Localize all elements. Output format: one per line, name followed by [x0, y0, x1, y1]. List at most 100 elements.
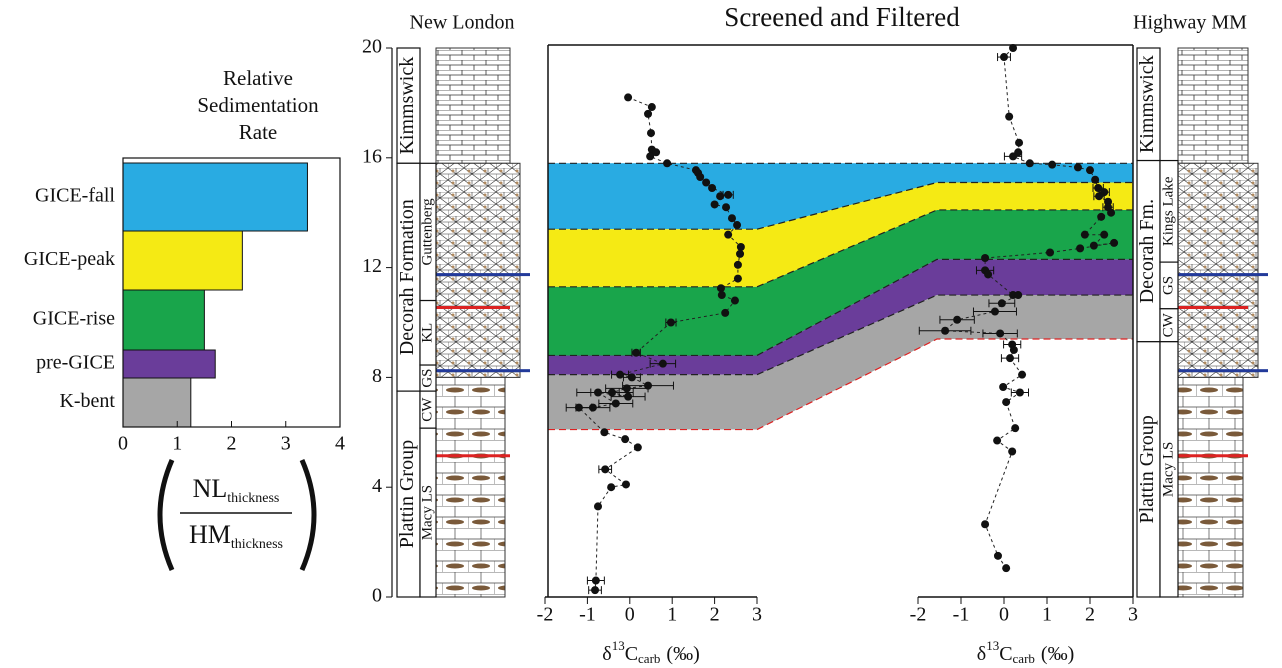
- x-tick-label: -2: [537, 604, 554, 626]
- category-label: GICE-rise: [33, 308, 115, 330]
- data-point: [721, 308, 730, 317]
- x-axis-label-part: 13: [986, 638, 999, 653]
- x-axis-label: HMthickness: [189, 520, 283, 552]
- data-point: [996, 329, 1005, 338]
- unit-label: KL: [419, 323, 435, 343]
- data-point: [1011, 424, 1020, 433]
- unit-box: [1159, 341, 1179, 598]
- data-point: [1097, 212, 1106, 221]
- data-point: [621, 435, 630, 444]
- data-point: [1076, 244, 1085, 253]
- x-tick-label: 0: [999, 604, 1009, 626]
- lithology: [1177, 162, 1259, 378]
- data-point: [984, 270, 993, 279]
- data-point: [710, 200, 719, 209]
- unit-label: Macy LS: [1160, 442, 1176, 497]
- label-part: NL: [193, 474, 228, 503]
- data-point: [941, 326, 950, 335]
- data-point: [981, 253, 990, 262]
- label-part: thickness: [227, 491, 279, 506]
- lithology-band: [1178, 306, 1248, 310]
- data-point: [1080, 230, 1089, 239]
- data-point: [997, 299, 1006, 308]
- x-tick-label: 0: [625, 604, 635, 626]
- lithology-band: [1178, 454, 1248, 458]
- x-axis-label: δ13Ccarb (‰): [977, 638, 1074, 666]
- y-tick-label: 12: [362, 255, 382, 277]
- zone-boundary: [548, 294, 1133, 376]
- lithology: [435, 162, 521, 378]
- data-point: [1018, 370, 1027, 379]
- data-point: [733, 274, 742, 283]
- data-point: [1107, 208, 1116, 217]
- lithology-band: [436, 369, 530, 373]
- x-axis-label-part: carb: [1013, 651, 1035, 666]
- data-point: [1002, 564, 1011, 573]
- y-tick-label: 16: [362, 145, 382, 167]
- data-point: [644, 109, 653, 118]
- data-point: [591, 586, 600, 595]
- data-point: [633, 443, 642, 452]
- data-point: [724, 190, 733, 199]
- category-label: K-bent: [59, 390, 115, 412]
- lithology: [1177, 47, 1249, 164]
- column-title: New London: [410, 12, 515, 34]
- data-point: [1009, 44, 1018, 52]
- x-axis-label-part: C: [625, 643, 638, 665]
- data-point: [990, 307, 999, 316]
- data-point: [1046, 248, 1055, 257]
- x-axis-label: NLthickness: [193, 474, 280, 506]
- unit-label: Decorah Fm.: [1136, 199, 1158, 303]
- data-point: [622, 384, 631, 393]
- data-point: [658, 359, 667, 368]
- bar: [122, 349, 216, 379]
- lithology-band: [1178, 369, 1268, 373]
- correlation-zone: [548, 163, 1133, 230]
- data-point: [730, 296, 739, 305]
- data-point: [647, 129, 655, 138]
- data-point: [601, 465, 610, 474]
- data-point: [666, 318, 675, 327]
- data-point: [981, 520, 990, 529]
- data-point: [736, 249, 745, 258]
- unit-label: CW: [1160, 312, 1176, 337]
- data-point: [696, 173, 705, 182]
- unit-label: Decorah Formation: [396, 199, 418, 355]
- data-point: [722, 203, 731, 212]
- data-point: [1009, 152, 1018, 161]
- y-tick-label: 8: [372, 365, 382, 387]
- label-part: thickness: [231, 537, 283, 552]
- x-tick-label: 2: [227, 433, 237, 455]
- data-point: [591, 576, 600, 585]
- data-point: [607, 483, 616, 492]
- data-point: [1086, 166, 1094, 175]
- unit-label: Kings Lake: [1160, 176, 1176, 246]
- bar: [122, 162, 308, 232]
- x-tick-label: 1: [1042, 604, 1052, 626]
- x-tick-label: 1: [172, 433, 182, 455]
- data-point: [727, 214, 736, 223]
- data-point: [611, 399, 620, 408]
- data-point: [1095, 192, 1104, 201]
- x-tick-label: -1: [953, 604, 970, 626]
- data-point: [1100, 230, 1109, 239]
- data-point: [1073, 163, 1082, 172]
- chart-title: Rate: [239, 120, 277, 144]
- data-point: [993, 436, 1002, 445]
- x-axis-label-part: (‰): [1041, 643, 1074, 665]
- x-axis-label-part: 13: [612, 638, 625, 653]
- data-point: [999, 383, 1008, 392]
- correlation-zone: [548, 259, 1133, 375]
- data-point: [594, 388, 602, 397]
- unit-label: GS: [419, 368, 435, 387]
- data-point: [736, 243, 745, 252]
- lithology: [435, 47, 511, 164]
- unit-label: Kimmswick: [396, 57, 418, 155]
- unit-label: GS: [1160, 276, 1176, 295]
- data-point: [647, 103, 656, 112]
- data-point: [1000, 53, 1008, 62]
- paren-right: [299, 459, 317, 571]
- category-label: pre-GICE: [36, 352, 115, 374]
- data-point: [624, 392, 633, 401]
- x-tick-label: -2: [910, 604, 927, 626]
